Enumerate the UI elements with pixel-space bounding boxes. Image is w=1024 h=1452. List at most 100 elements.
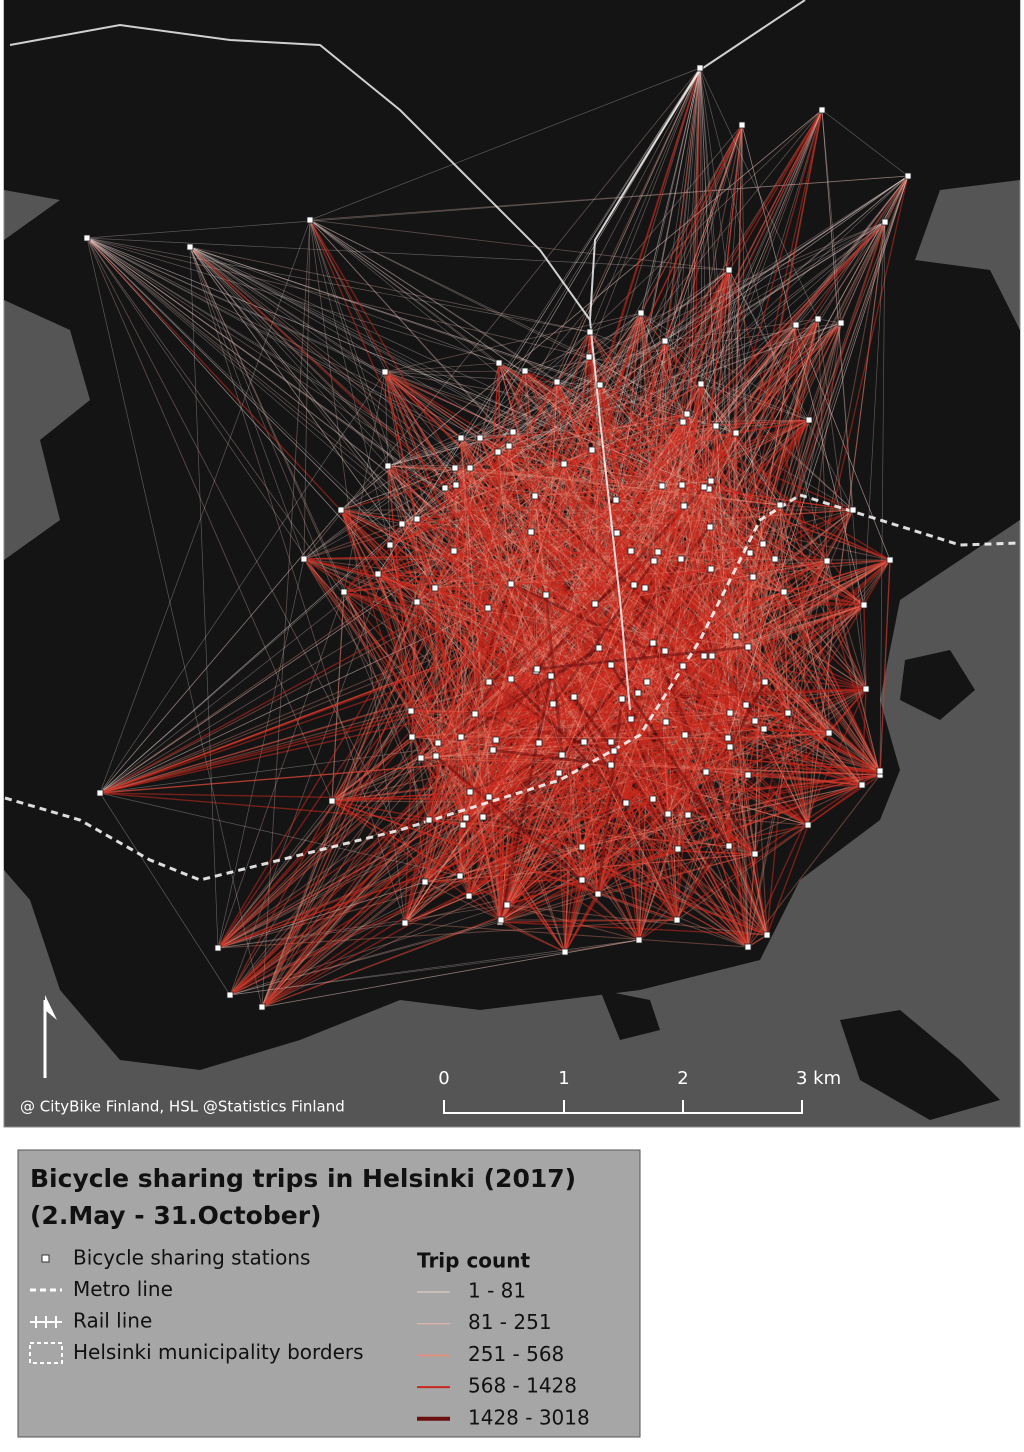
- trip-line: [524, 370, 776, 560]
- trip-line: [715, 425, 863, 786]
- border-symbol: [29, 1342, 63, 1364]
- trip-line: [683, 269, 730, 507]
- scale-label: 3 km: [796, 1068, 841, 1089]
- station: [862, 685, 870, 693]
- trip-line: [453, 550, 756, 722]
- station: [697, 380, 705, 388]
- trip-line: [437, 67, 701, 744]
- trip-line: [343, 591, 430, 821]
- trip-line: [752, 558, 776, 578]
- trip-line: [309, 219, 585, 743]
- trip-line: [309, 219, 730, 271]
- trip-line: [524, 221, 886, 372]
- trip-line: [410, 710, 497, 741]
- trip-line: [434, 312, 642, 589]
- trip-line: [189, 246, 481, 439]
- trip-line: [469, 791, 756, 855]
- trip-line: [469, 467, 781, 506]
- trip-line: [229, 741, 585, 996]
- station: [561, 948, 569, 956]
- trip-line: [410, 710, 749, 948]
- trip-line: [728, 720, 757, 748]
- trip-line: [524, 322, 842, 372]
- station: [340, 588, 348, 596]
- trip-line: [687, 109, 823, 816]
- trip-line: [779, 504, 867, 690]
- trip-line: [497, 451, 512, 585]
- trip-line: [340, 509, 497, 741]
- trip-line: [598, 647, 654, 800]
- station: [432, 752, 440, 760]
- station: [434, 739, 442, 747]
- trip-line: [699, 67, 731, 714]
- trip-line: [459, 467, 471, 877]
- trip-line: [588, 221, 886, 358]
- trip-line: [384, 371, 601, 386]
- trip-line: [229, 919, 502, 996]
- trip-line: [667, 560, 828, 815]
- trip-line: [309, 219, 446, 489]
- trip-line: [676, 774, 749, 921]
- trip-line: [534, 495, 679, 850]
- trip-line: [309, 219, 389, 467]
- trip-line: [384, 371, 462, 439]
- trip-line: [86, 237, 623, 700]
- trip-line: [705, 221, 886, 773]
- trip-line: [699, 67, 764, 545]
- trip-line: [86, 237, 514, 433]
- trip-line: [488, 383, 702, 683]
- trip-line: [479, 431, 514, 439]
- station: [654, 548, 662, 556]
- trip-line: [343, 591, 552, 677]
- trip-line: [591, 175, 909, 451]
- trip-line: [684, 734, 863, 786]
- trip-line: [699, 67, 819, 320]
- trip-line: [681, 484, 768, 936]
- trip-line: [416, 601, 490, 683]
- trip-line: [821, 109, 909, 177]
- trip-line: [747, 559, 891, 648]
- trip-line: [261, 939, 640, 1008]
- station: [881, 218, 889, 226]
- trip-line: [444, 312, 642, 489]
- station: [413, 598, 421, 606]
- station: [479, 813, 487, 821]
- scale-label: 1: [558, 1068, 569, 1089]
- trip-line: [459, 318, 819, 877]
- station: [578, 876, 586, 884]
- station: [258, 1003, 266, 1011]
- trip-line: [261, 846, 583, 1008]
- trip-line: [686, 67, 701, 415]
- trip-line: [686, 413, 707, 773]
- trip-line: [404, 755, 437, 924]
- trip-line: [766, 824, 809, 936]
- trip-line: [411, 340, 666, 738]
- trip-line: [229, 904, 508, 996]
- trip-line: [817, 318, 867, 690]
- trip-line: [863, 604, 867, 690]
- station: [542, 591, 550, 599]
- trip-line: [99, 607, 489, 794]
- station: [707, 477, 715, 485]
- trip-line: [817, 318, 842, 324]
- trip-line: [708, 488, 828, 562]
- trip-line: [404, 895, 470, 924]
- trip-line: [217, 591, 345, 949]
- trip-line: [387, 465, 599, 895]
- trip-line: [747, 774, 863, 786]
- trip-line: [303, 445, 510, 560]
- trip-line: [488, 655, 713, 683]
- trip-line: [787, 559, 891, 714]
- trip-line: [563, 463, 768, 936]
- trip-line: [435, 124, 743, 757]
- station: [431, 584, 439, 592]
- station: [457, 733, 465, 741]
- trip-line: [640, 67, 701, 314]
- station: [547, 672, 555, 680]
- station: [679, 662, 687, 670]
- station: [484, 604, 492, 612]
- station: [700, 483, 708, 491]
- trip-line: [416, 484, 683, 603]
- trip-line: [416, 467, 456, 603]
- trip-line: [652, 413, 688, 800]
